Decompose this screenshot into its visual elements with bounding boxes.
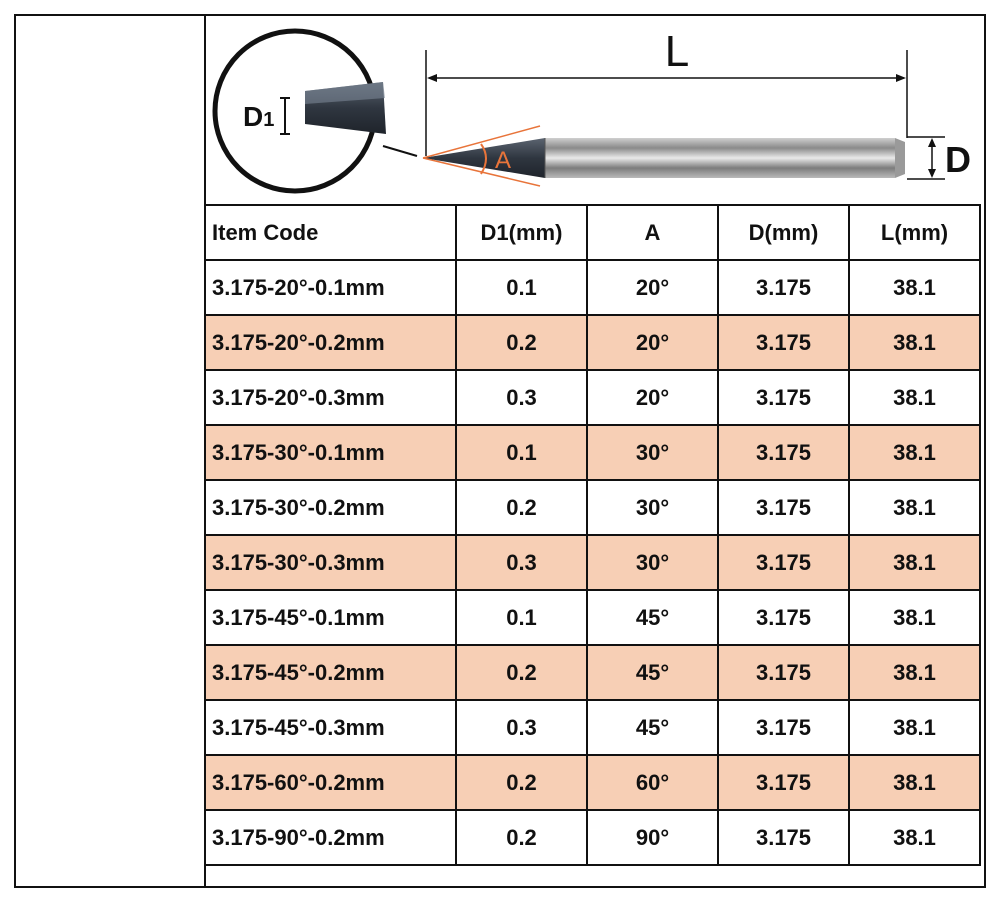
angle-arc	[480, 143, 487, 175]
cell-l: 38.1	[848, 754, 981, 811]
cell-item-code: 3.175-20°-0.2mm	[204, 314, 457, 371]
header-angle: A	[586, 204, 719, 261]
header-item-code: Item Code	[204, 204, 457, 261]
cell-item-code: 3.175-20°-0.3mm	[204, 369, 457, 426]
cell-d: 3.175	[717, 314, 850, 371]
table-row: 3.175-45°-0.1mm 0.1 45° 3.175 38.1	[204, 589, 981, 646]
outer-frame	[14, 14, 986, 888]
table-row: 3.175-20°-0.1mm 0.1 20° 3.175 38.1	[204, 259, 981, 316]
cell-d: 3.175	[717, 589, 850, 646]
d-label: D	[945, 139, 971, 180]
cell-angle: 30°	[586, 534, 719, 591]
cell-d1: 0.3	[455, 369, 588, 426]
cell-d: 3.175	[717, 754, 850, 811]
length-dimension: L	[425, 27, 908, 156]
table-row: 3.175-20°-0.2mm 0.2 20° 3.175 38.1	[204, 314, 981, 371]
cell-item-code: 3.175-45°-0.3mm	[204, 699, 457, 756]
table-row: 3.175-60°-0.2mm 0.2 60° 3.175 38.1	[204, 754, 981, 811]
cell-l: 38.1	[848, 589, 981, 646]
cell-d: 3.175	[717, 479, 850, 536]
cell-item-code: 3.175-60°-0.2mm	[204, 754, 457, 811]
cell-d1: 0.1	[455, 589, 588, 646]
cell-l: 38.1	[848, 314, 981, 371]
cell-item-code: 3.175-45°-0.2mm	[204, 644, 457, 701]
magnifier-pointer	[382, 145, 418, 157]
d1-subscript: 1	[263, 109, 274, 131]
l-label: L	[665, 27, 689, 76]
cell-d: 3.175	[717, 699, 850, 756]
cell-angle: 20°	[586, 259, 719, 316]
header-l: L(mm)	[848, 204, 981, 261]
cell-d1: 0.1	[455, 259, 588, 316]
cell-l: 38.1	[848, 699, 981, 756]
cell-l: 38.1	[848, 809, 981, 866]
cell-item-code: 3.175-20°-0.1mm	[204, 259, 457, 316]
cell-d: 3.175	[717, 369, 850, 426]
cell-item-code: 3.175-45°-0.1mm	[204, 589, 457, 646]
magnified-tip-detail: D1	[212, 28, 418, 194]
table-row: 3.175-45°-0.2mm 0.2 45° 3.175 38.1	[204, 644, 981, 701]
angle-label: A	[495, 147, 511, 174]
header-d: D(mm)	[717, 204, 850, 261]
cell-angle: 30°	[586, 479, 719, 536]
cell-angle: 20°	[586, 314, 719, 371]
cell-d1: 0.2	[455, 809, 588, 866]
cell-angle: 45°	[586, 589, 719, 646]
header-d1: D1(mm)	[455, 204, 588, 261]
cell-d: 3.175	[717, 534, 850, 591]
cell-l: 38.1	[848, 259, 981, 316]
cell-l: 38.1	[848, 534, 981, 591]
cell-d: 3.175	[717, 644, 850, 701]
cell-d: 3.175	[717, 424, 850, 481]
table-row: 3.175-30°-0.2mm 0.2 30° 3.175 38.1	[204, 479, 981, 536]
cell-l: 38.1	[848, 424, 981, 481]
table-row: 3.175-20°-0.3mm 0.3 20° 3.175 38.1	[204, 369, 981, 426]
cell-l: 38.1	[848, 644, 981, 701]
cell-d: 3.175	[717, 259, 850, 316]
cell-angle: 60°	[586, 754, 719, 811]
cell-l: 38.1	[848, 479, 981, 536]
cell-l: 38.1	[848, 369, 981, 426]
cell-item-code: 3.175-30°-0.3mm	[204, 534, 457, 591]
cell-angle: 45°	[586, 699, 719, 756]
cell-item-code: 3.175-30°-0.1mm	[204, 424, 457, 481]
svg-text:D1: D1	[243, 101, 274, 132]
spec-table: Item Code D1(mm) A D(mm) L(mm) 3.175-20°…	[204, 204, 981, 866]
cell-d1: 0.2	[455, 644, 588, 701]
left-blank-panel	[14, 14, 206, 888]
table-header-row: Item Code D1(mm) A D(mm) L(mm)	[204, 204, 981, 261]
cell-d1: 0.2	[455, 314, 588, 371]
cell-d1: 0.2	[455, 754, 588, 811]
cell-item-code: 3.175-30°-0.2mm	[204, 479, 457, 536]
engraving-bit-diagram: D1 L A D	[212, 27, 971, 194]
table-row: 3.175-45°-0.3mm 0.3 45° 3.175 38.1	[204, 699, 981, 756]
cell-d: 3.175	[717, 809, 850, 866]
d1-label: D	[243, 101, 263, 132]
cell-d1: 0.3	[455, 534, 588, 591]
cell-d1: 0.1	[455, 424, 588, 481]
table-row: 3.175-90°-0.2mm 0.2 90° 3.175 38.1	[204, 809, 981, 866]
cell-angle: 45°	[586, 644, 719, 701]
cell-angle: 20°	[586, 369, 719, 426]
cell-angle: 90°	[586, 809, 719, 866]
cell-angle: 30°	[586, 424, 719, 481]
diameter-dimension: D	[907, 136, 971, 180]
cell-d1: 0.3	[455, 699, 588, 756]
table-row: 3.175-30°-0.3mm 0.3 30° 3.175 38.1	[204, 534, 981, 591]
table-row: 3.175-30°-0.1mm 0.1 30° 3.175 38.1	[204, 424, 981, 481]
engraving-bit: A	[422, 125, 905, 187]
cell-item-code: 3.175-90°-0.2mm	[204, 809, 457, 866]
cell-d1: 0.2	[455, 479, 588, 536]
